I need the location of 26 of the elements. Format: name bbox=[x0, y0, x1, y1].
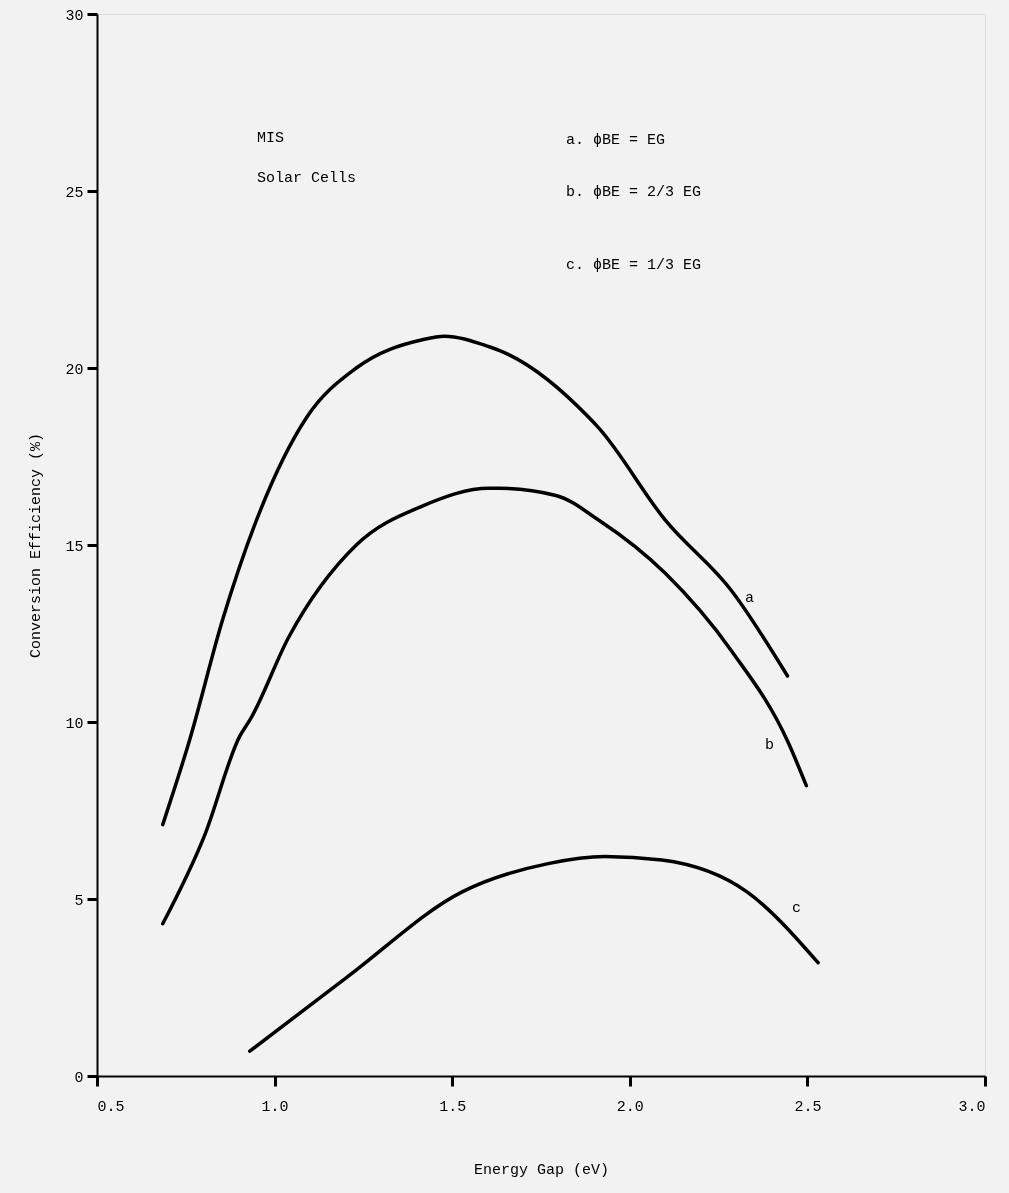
annotation: c. ϕBE = 1/3 EG bbox=[566, 257, 702, 274]
annotation: c bbox=[792, 900, 802, 917]
y-tick-label: 25 bbox=[65, 184, 84, 202]
y-tick-label: 5 bbox=[74, 892, 84, 910]
y-tick-label: 0 bbox=[74, 1069, 84, 1087]
x-tick-label: 1.0 bbox=[261, 1098, 289, 1116]
line-series bbox=[247, 854, 820, 1053]
annotation: a bbox=[745, 590, 755, 607]
y-tick-label: 20 bbox=[65, 361, 84, 379]
y-axis-title: Conversion Efficiency (%) bbox=[28, 432, 46, 659]
y-tick-label: 10 bbox=[65, 715, 84, 733]
line-series bbox=[160, 486, 809, 926]
annotation: Solar Cells bbox=[257, 170, 357, 187]
annotation: MIS bbox=[257, 130, 285, 147]
annotation: a. ϕBE = EG bbox=[566, 132, 666, 149]
x-tick-label: 1.5 bbox=[439, 1098, 467, 1116]
y-tick-label: 30 bbox=[65, 7, 84, 25]
x-tick-label: 2.0 bbox=[616, 1098, 644, 1116]
x-tick-label: 0.5 bbox=[97, 1098, 125, 1116]
line-series bbox=[160, 334, 790, 827]
x-tick-label: 3.0 bbox=[958, 1098, 986, 1116]
x-axis-title: Energy Gap (eV) bbox=[473, 1161, 610, 1179]
annotation: b. ϕBE = 2/3 EG bbox=[566, 184, 702, 201]
y-tick-label: 15 bbox=[65, 538, 84, 556]
annotation: b bbox=[765, 737, 775, 754]
x-tick-label: 2.5 bbox=[794, 1098, 822, 1116]
